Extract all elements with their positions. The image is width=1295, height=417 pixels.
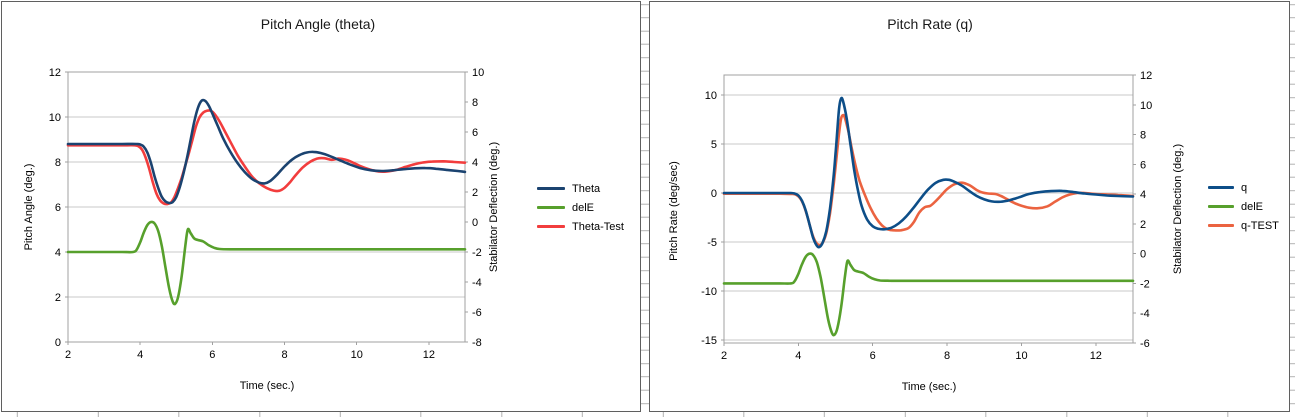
svg-text:4: 4 bbox=[472, 157, 478, 169]
y-right-axis-title: Stabilator Deflection (deg.) bbox=[488, 141, 500, 273]
legend-item: delE bbox=[537, 201, 624, 214]
svg-text:4: 4 bbox=[795, 350, 801, 362]
svg-text:0: 0 bbox=[1140, 249, 1146, 261]
svg-text:-6: -6 bbox=[472, 307, 482, 319]
svg-text:12: 12 bbox=[423, 349, 435, 361]
svg-text:12: 12 bbox=[1090, 350, 1102, 362]
svg-text:6: 6 bbox=[1140, 159, 1146, 171]
svg-text:-2: -2 bbox=[472, 247, 482, 259]
plot-area: -15 -10 -5 0 5 10 -6 -4 -2 0 2 4 6 8 10 12 2 4 6 8 10 12 bbox=[701, 70, 1152, 362]
svg-text:2: 2 bbox=[65, 349, 71, 361]
svg-text:8: 8 bbox=[472, 97, 478, 109]
svg-text:-6: -6 bbox=[1140, 338, 1150, 350]
legend-line-swatch bbox=[1208, 186, 1234, 189]
x-axis-title: Time (sec.) bbox=[901, 381, 957, 393]
svg-text:-4: -4 bbox=[472, 277, 482, 289]
svg-text:10: 10 bbox=[1140, 100, 1152, 112]
legend-line-swatch bbox=[537, 187, 565, 190]
chart-title: Pitch Angle (theta) bbox=[260, 16, 376, 32]
svg-text:4: 4 bbox=[1140, 189, 1146, 201]
svg-text:0: 0 bbox=[55, 337, 61, 349]
svg-text:2: 2 bbox=[721, 350, 727, 362]
y-right-axis-title: Stabilator Deflection (deg.) bbox=[1172, 143, 1184, 275]
legend-item: Theta-Test bbox=[537, 220, 624, 233]
svg-text:12: 12 bbox=[49, 67, 61, 79]
legend-label: Theta-Test bbox=[572, 220, 624, 233]
svg-text:8: 8 bbox=[1140, 130, 1146, 142]
legend-label: Theta bbox=[572, 182, 601, 195]
svg-text:8: 8 bbox=[281, 349, 287, 361]
legend-label: q-TEST bbox=[1241, 219, 1279, 232]
svg-text:-15: -15 bbox=[701, 335, 717, 347]
svg-text:6: 6 bbox=[870, 350, 876, 362]
svg-text:-8: -8 bbox=[472, 337, 482, 349]
chart-pitch-rate[interactable]: Pitch Rate (q) -15 -10 -5 0 5 10 -6 -4 -2 0 2 4 6 8 10… bbox=[649, 1, 1290, 412]
svg-text:5: 5 bbox=[711, 139, 717, 151]
legend-label: delE bbox=[1241, 200, 1264, 213]
legend-item: Theta bbox=[537, 182, 624, 195]
svg-text:-2: -2 bbox=[1140, 278, 1150, 290]
sheet-gap-column[interactable] bbox=[641, 0, 649, 417]
series-delE bbox=[66, 220, 467, 306]
svg-text:10: 10 bbox=[351, 349, 363, 361]
svg-text:4: 4 bbox=[55, 247, 61, 259]
svg-text:0: 0 bbox=[472, 217, 478, 229]
svg-text:8: 8 bbox=[55, 157, 61, 169]
svg-text:-10: -10 bbox=[701, 286, 717, 298]
series-q-TEST bbox=[722, 113, 1135, 247]
legend-line-swatch bbox=[1208, 224, 1234, 227]
svg-text:6: 6 bbox=[209, 349, 215, 361]
legend-label: q bbox=[1241, 181, 1248, 194]
sheet-right-column[interactable] bbox=[1290, 0, 1295, 417]
chart-pitch-angle[interactable]: Pitch Angle (theta) 0 2 4 6 8 10 12 -8 -6 -4 -2 0 2 4… bbox=[1, 1, 641, 412]
svg-text:10: 10 bbox=[49, 112, 61, 124]
svg-text:8: 8 bbox=[944, 350, 950, 362]
svg-text:2: 2 bbox=[55, 292, 61, 304]
svg-text:10: 10 bbox=[472, 67, 484, 79]
x-axis-title: Time (sec.) bbox=[239, 380, 295, 392]
legend[interactable]: q delE q-TEST bbox=[1208, 181, 1279, 232]
svg-text:2: 2 bbox=[1140, 219, 1146, 231]
legend-line-swatch bbox=[537, 206, 565, 209]
series-Theta-Test bbox=[66, 109, 467, 206]
series-q bbox=[722, 96, 1135, 249]
y-left-axis-title: Pitch Rate (deg/sec) bbox=[668, 161, 680, 261]
svg-text:-4: -4 bbox=[1140, 308, 1150, 320]
legend-line-swatch bbox=[537, 225, 565, 228]
svg-text:12: 12 bbox=[1140, 70, 1152, 82]
svg-text:10: 10 bbox=[1015, 350, 1027, 362]
series-Theta bbox=[66, 98, 467, 205]
y-left-axis-title: Pitch Angle (deg.) bbox=[23, 163, 35, 251]
legend-item: q bbox=[1208, 181, 1279, 194]
svg-text:6: 6 bbox=[55, 202, 61, 214]
svg-text:2: 2 bbox=[472, 187, 478, 199]
legend-item: q-TEST bbox=[1208, 219, 1279, 232]
svg-text:6: 6 bbox=[472, 127, 478, 139]
legend-label: delE bbox=[572, 201, 595, 214]
svg-text:10: 10 bbox=[705, 90, 717, 102]
sheet-bottom-row[interactable] bbox=[0, 412, 1295, 417]
svg-text:4: 4 bbox=[137, 349, 143, 361]
svg-text:-5: -5 bbox=[707, 237, 717, 249]
svg-text:0: 0 bbox=[711, 188, 717, 200]
chart-title: Pitch Rate (q) bbox=[887, 16, 973, 32]
legend-line-swatch bbox=[1208, 205, 1234, 208]
legend[interactable]: Theta delE Theta-Test bbox=[537, 182, 624, 233]
legend-item: delE bbox=[1208, 200, 1279, 213]
series-delE bbox=[722, 252, 1135, 337]
